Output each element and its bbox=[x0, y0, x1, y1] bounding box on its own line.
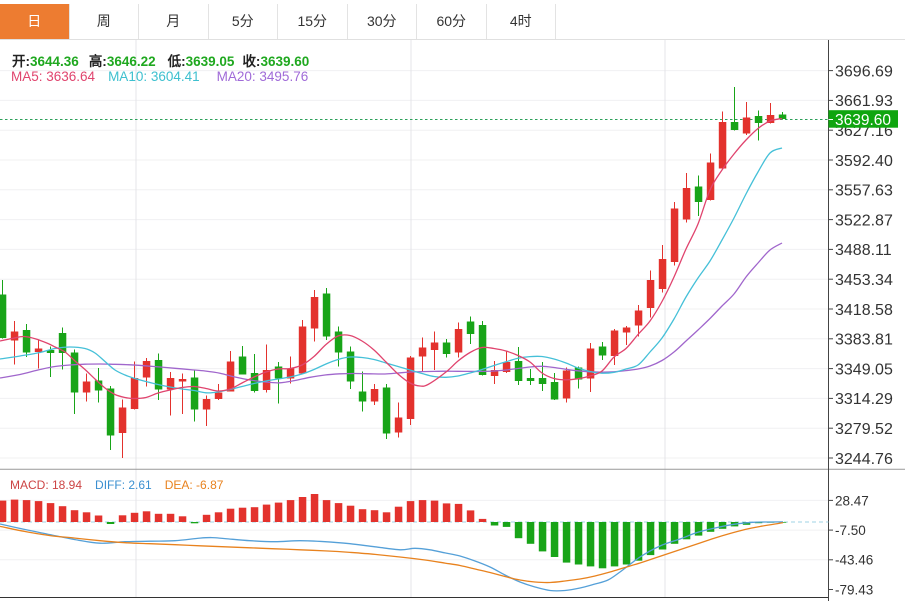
svg-text:3522.87: 3522.87 bbox=[835, 212, 893, 229]
svg-text:3244.76: 3244.76 bbox=[835, 451, 893, 468]
svg-text:3279.52: 3279.52 bbox=[835, 421, 893, 438]
svg-text:3453.34: 3453.34 bbox=[835, 272, 893, 289]
svg-text:3557.63: 3557.63 bbox=[835, 183, 893, 200]
svg-text:3696.69: 3696.69 bbox=[835, 63, 893, 80]
svg-text:3592.40: 3592.40 bbox=[835, 153, 893, 170]
svg-text:3661.93: 3661.93 bbox=[835, 93, 893, 110]
svg-text:3639.60: 3639.60 bbox=[835, 112, 891, 129]
svg-text:3349.05: 3349.05 bbox=[835, 361, 893, 378]
svg-text:-43.46: -43.46 bbox=[835, 553, 873, 568]
svg-text:28.47: 28.47 bbox=[835, 493, 869, 508]
svg-text:-79.43: -79.43 bbox=[835, 582, 873, 597]
svg-text:3488.11: 3488.11 bbox=[835, 242, 892, 259]
svg-text:3383.81: 3383.81 bbox=[835, 332, 893, 349]
svg-text:3314.29: 3314.29 bbox=[835, 391, 893, 408]
svg-text:3418.58: 3418.58 bbox=[835, 302, 893, 319]
svg-text:-7.50: -7.50 bbox=[835, 523, 866, 538]
